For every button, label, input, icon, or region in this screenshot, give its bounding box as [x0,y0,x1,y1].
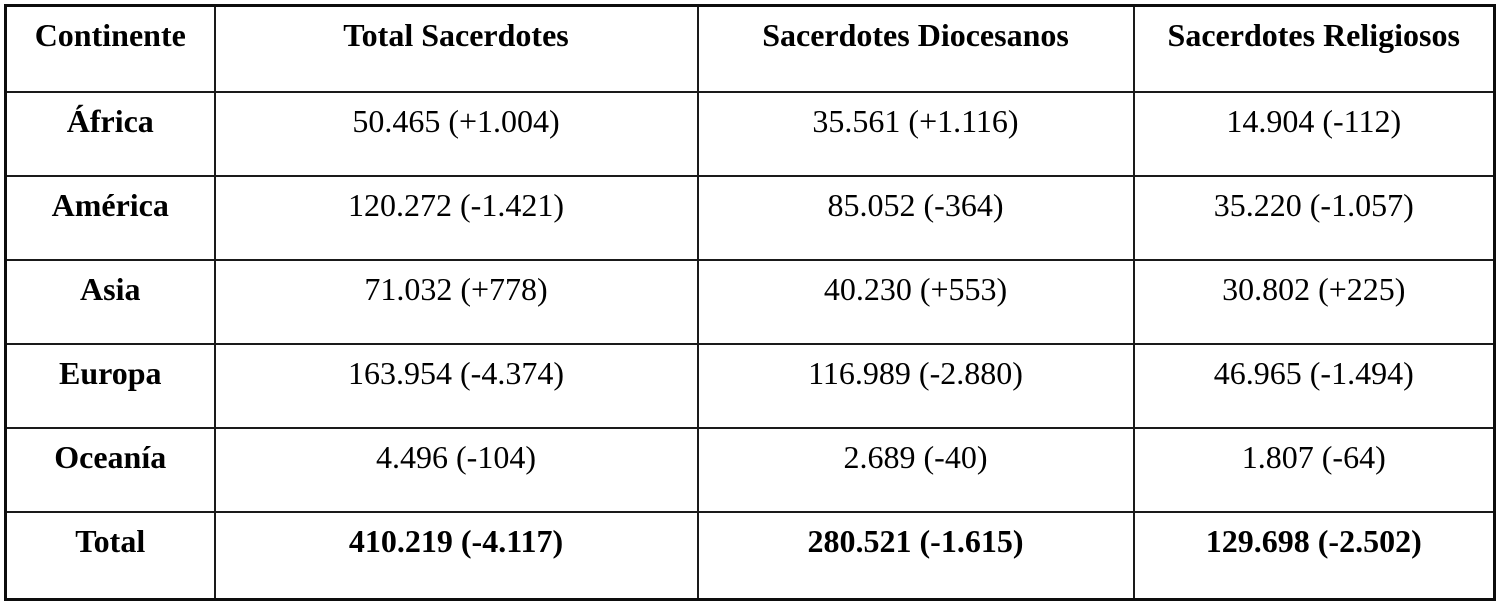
religious-value: 46.965 (-1.494) [1132,342,1496,429]
table-row-asia: Asia 71.032 (+778) 40.230 (+553) 30.802 … [4,258,1496,345]
continent-label: África [4,90,216,177]
continent-label: Oceanía [4,426,216,513]
religious-value: 129.698 (-2.502) [1132,510,1496,601]
total-value: 120.272 (-1.421) [213,174,699,261]
table-row-africa: África 50.465 (+1.004) 35.561 (+1.116) 1… [4,90,1496,177]
diocesan-value: 2.689 (-40) [696,426,1135,513]
total-value: 410.219 (-4.117) [213,510,699,601]
header-cell-total-sacerdotes: Total Sacerdotes [213,4,699,93]
diocesan-value: 116.989 (-2.880) [696,342,1135,429]
continent-label: Europa [4,342,216,429]
table-row-oceania: Oceanía 4.496 (-104) 2.689 (-40) 1.807 (… [4,426,1496,513]
diocesan-value: 35.561 (+1.116) [696,90,1135,177]
religious-value: 35.220 (-1.057) [1132,174,1496,261]
diocesan-value: 280.521 (-1.615) [696,510,1135,601]
continent-label: América [4,174,216,261]
priests-by-continent-table: Continente Total Sacerdotes Sacerdotes D… [4,4,1496,601]
document-page: Continente Total Sacerdotes Sacerdotes D… [0,4,1498,609]
religious-value: 1.807 (-64) [1132,426,1496,513]
diocesan-value: 85.052 (-364) [696,174,1135,261]
continent-label: Asia [4,258,216,345]
total-value: 50.465 (+1.004) [213,90,699,177]
total-value: 163.954 (-4.374) [213,342,699,429]
table-row-total: Total 410.219 (-4.117) 280.521 (-1.615) … [4,510,1496,601]
religious-value: 14.904 (-112) [1132,90,1496,177]
header-cell-sacerdotes-religiosos: Sacerdotes Religiosos [1132,4,1496,93]
table-row-america: América 120.272 (-1.421) 85.052 (-364) 3… [4,174,1496,261]
religious-value: 30.802 (+225) [1132,258,1496,345]
header-cell-continente: Continente [4,4,216,93]
total-value: 4.496 (-104) [213,426,699,513]
total-row-label: Total [4,510,216,601]
diocesan-value: 40.230 (+553) [696,258,1135,345]
total-value: 71.032 (+778) [213,258,699,345]
table-row-europa: Europa 163.954 (-4.374) 116.989 (-2.880)… [4,342,1496,429]
table-header-row: Continente Total Sacerdotes Sacerdotes D… [4,4,1496,93]
header-cell-sacerdotes-diocesanos: Sacerdotes Diocesanos [696,4,1135,93]
